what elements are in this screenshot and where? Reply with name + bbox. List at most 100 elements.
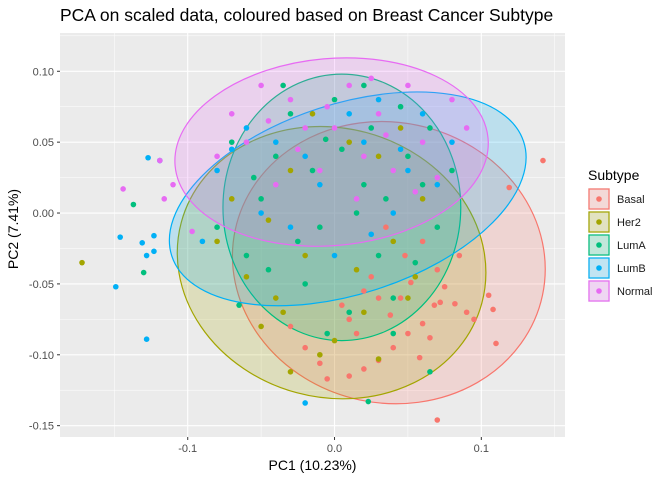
point-basal: [427, 334, 433, 341]
point-normal: [412, 188, 419, 195]
point-lumb: [390, 210, 397, 216]
legend-dot-basal: [596, 196, 602, 202]
point-lumb: [117, 234, 123, 240]
point-luma: [353, 210, 360, 216]
point-lumb: [302, 153, 308, 160]
legend-label-normal: Normal: [617, 286, 652, 298]
legend-label-basal: Basal: [617, 194, 645, 206]
point-normal: [361, 153, 367, 160]
point-luma: [309, 167, 316, 174]
point-her2: [258, 323, 264, 330]
point-normal: [228, 111, 235, 117]
point-basal: [405, 330, 411, 337]
point-basal: [387, 312, 394, 318]
point-luma: [390, 330, 397, 337]
legend-title: Subtype: [588, 167, 640, 183]
point-basal: [463, 309, 470, 316]
point-normal: [390, 167, 397, 174]
point-luma: [236, 302, 242, 308]
point-basal: [437, 299, 444, 306]
point-normal: [353, 196, 360, 202]
point-her2: [346, 139, 353, 145]
point-lumb: [272, 139, 279, 145]
point-basal: [456, 252, 463, 259]
point-lumb: [143, 252, 150, 259]
point-basal: [441, 283, 448, 290]
point-lumb: [143, 336, 150, 342]
point-luma: [419, 181, 426, 188]
point-her2: [309, 111, 316, 117]
point-normal: [302, 125, 308, 131]
chart-title: PCA on scaled data, coloured based on Br…: [60, 5, 553, 25]
point-luma: [317, 224, 323, 231]
point-luma: [272, 153, 279, 160]
point-luma: [365, 398, 372, 405]
point-luma: [324, 330, 330, 337]
point-lumb: [434, 181, 441, 188]
point-luma: [243, 252, 250, 259]
point-basal: [471, 316, 477, 323]
point-luma: [412, 259, 419, 266]
legend: Subtype Basal Her2 LumA LumB Normal: [588, 167, 652, 302]
point-lumb: [258, 210, 264, 216]
point-lumb: [317, 181, 323, 188]
point-luma: [140, 269, 147, 276]
point-normal: [368, 75, 375, 82]
point-normal: [272, 181, 279, 188]
point-lumb: [368, 231, 375, 238]
x-tick-label: -0.1: [178, 443, 197, 455]
y-axis-title: PC2 (7.41%): [5, 189, 21, 269]
point-her2: [331, 337, 338, 344]
point-basal: [287, 323, 294, 330]
point-basal: [434, 266, 441, 273]
point-lumb: [449, 139, 455, 145]
point-lumb: [243, 125, 250, 131]
point-basal: [317, 360, 323, 367]
point-basal: [485, 292, 492, 299]
point-her2: [79, 259, 85, 266]
point-her2: [243, 274, 250, 280]
point-luma: [390, 295, 397, 301]
ellipse-lumb: [168, 91, 527, 307]
grid-lines: [60, 33, 565, 437]
point-luma: [434, 224, 441, 231]
point-basal: [390, 344, 397, 351]
point-luma: [322, 136, 329, 143]
point-lumb: [419, 111, 426, 117]
point-basal: [324, 376, 330, 382]
point-luma: [280, 82, 286, 89]
point-lumb: [145, 154, 151, 161]
point-luma: [361, 181, 367, 188]
point-lumb: [151, 232, 157, 239]
point-luma: [427, 368, 433, 375]
point-luma: [265, 266, 272, 273]
point-lumb: [287, 224, 294, 231]
point-basal: [419, 320, 426, 327]
point-basal: [434, 417, 441, 423]
point-basal: [353, 330, 360, 337]
point-basal: [419, 238, 426, 245]
point-basal: [506, 184, 513, 191]
point-her2: [287, 368, 294, 375]
point-her2: [265, 217, 272, 223]
point-normal: [434, 174, 441, 181]
point-luma: [368, 125, 375, 131]
point-her2: [405, 295, 411, 301]
y-tick-label: 0.10: [33, 66, 54, 78]
point-her2: [287, 167, 294, 174]
point-lumb: [139, 239, 146, 246]
point-normal: [405, 82, 411, 89]
point-normal: [375, 111, 382, 117]
point-her2: [361, 309, 367, 316]
point-normal: [287, 96, 294, 103]
point-basal: [540, 157, 546, 164]
point-lumb: [405, 167, 411, 174]
point-normal: [157, 157, 163, 164]
point-lumb: [331, 252, 338, 259]
point-normal: [419, 139, 426, 145]
point-her2: [390, 238, 397, 245]
point-her2: [317, 351, 323, 358]
point-normal: [214, 153, 220, 160]
point-basal: [452, 300, 458, 307]
